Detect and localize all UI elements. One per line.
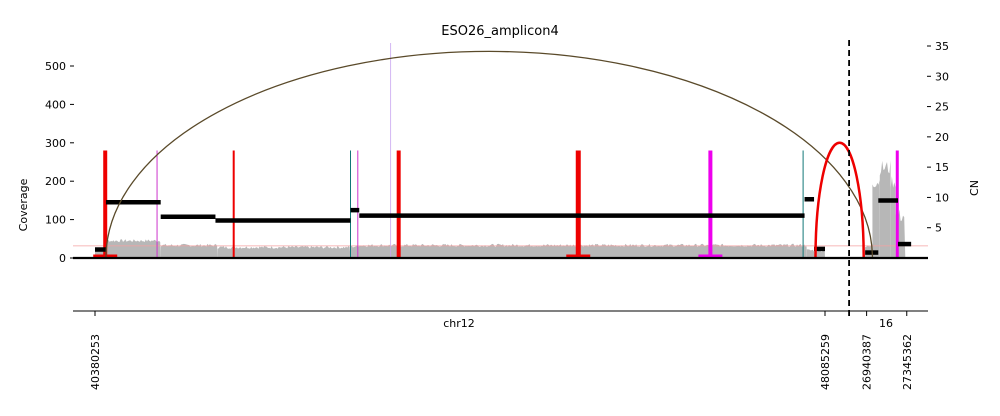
y-right-tick-label-1: 10 — [935, 191, 949, 204]
y-left-tick-label-0: 0 — [59, 252, 66, 265]
arc-layer — [105, 50, 874, 259]
x-tick-label-3: 27345362 — [901, 334, 914, 390]
arc-1 — [814, 141, 865, 259]
y-right-tick-label-5: 30 — [935, 70, 949, 83]
second-chrom-label: 16 — [879, 317, 893, 330]
chart-title: ESO26_amplicon4 — [441, 24, 558, 39]
x-tick-label-1: 48085259 — [819, 334, 832, 390]
coverage-bin-3 — [217, 245, 351, 258]
y-left-tick-label-2: 200 — [45, 175, 66, 188]
x-tick-label-2: 26940387 — [861, 334, 874, 390]
y-right-tick-label-6: 35 — [935, 40, 949, 53]
coverage-bin-8 — [872, 179, 880, 258]
y-left-tick-label-3: 300 — [45, 137, 66, 150]
coverage-bin-5 — [357, 243, 807, 258]
x-axis-label: chr12 — [443, 317, 475, 330]
breakpoint-layer — [93, 150, 899, 258]
coverage-bin-2 — [160, 243, 218, 258]
arc-0 — [105, 50, 874, 259]
coverage-bin-1 — [103, 239, 161, 258]
coverage-bin-9 — [879, 160, 891, 258]
y-right-tick-label-0: 5 — [935, 222, 942, 235]
x-tick-label-0: 40380253 — [89, 334, 102, 390]
axes-layer: 0 100 200 300 400 500 5 10 15 20 25 30 35 40380253 480… — [45, 40, 949, 390]
cn-segment-layer — [95, 196, 912, 255]
y-right-tick-label-4: 25 — [935, 101, 949, 114]
y-left-tick-label-5: 500 — [45, 60, 66, 73]
y-left-tick-label-4: 400 — [45, 98, 66, 111]
y-left-tick-label-1: 100 — [45, 214, 66, 227]
y-right-tick-label-3: 20 — [935, 131, 949, 144]
y-axis-label-left: Coverage — [17, 178, 30, 231]
y-right-tick-label-2: 15 — [935, 161, 949, 174]
coverage-layer — [95, 160, 906, 258]
coverage-bin-10 — [890, 176, 896, 258]
y-axis-label-right: CN — [968, 180, 981, 196]
coverage-bin-4 — [350, 245, 358, 258]
